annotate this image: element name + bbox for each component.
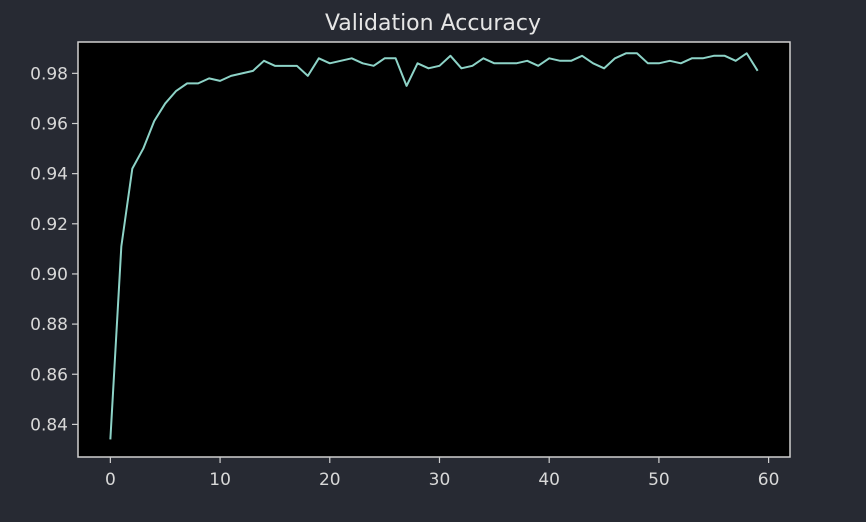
x-tick-label: 50	[648, 470, 670, 490]
y-tick-label: 0.92	[30, 215, 68, 235]
plot-frame	[77, 41, 791, 458]
y-tick-label: 0.96	[30, 114, 68, 134]
x-tick-label: 40	[538, 470, 560, 490]
y-tick-label: 0.94	[30, 165, 68, 185]
line-layer	[109, 52, 759, 440]
y-tick-label: 0.90	[30, 265, 68, 285]
plot-area	[78, 42, 790, 457]
x-tick-label: 0	[105, 470, 116, 490]
y-tick-label: 0.84	[30, 415, 68, 435]
y-tick-label: 0.98	[30, 64, 68, 84]
x-tick-label: 30	[429, 470, 451, 490]
y-tick-label: 0.88	[30, 315, 68, 335]
chart-title: Validation Accuracy	[325, 11, 541, 36]
series-line	[109, 52, 759, 440]
x-tick-label: 20	[319, 470, 341, 490]
x-tick-label: 60	[758, 470, 780, 490]
y-tick-label: 0.86	[30, 365, 68, 385]
x-tick-label: 10	[209, 470, 231, 490]
x-axis: 0 10 20 30 40 50 60	[105, 457, 779, 490]
y-axis: 0.84 0.86 0.88 0.90 0.92 0.94 0.96 0.98	[30, 64, 78, 435]
